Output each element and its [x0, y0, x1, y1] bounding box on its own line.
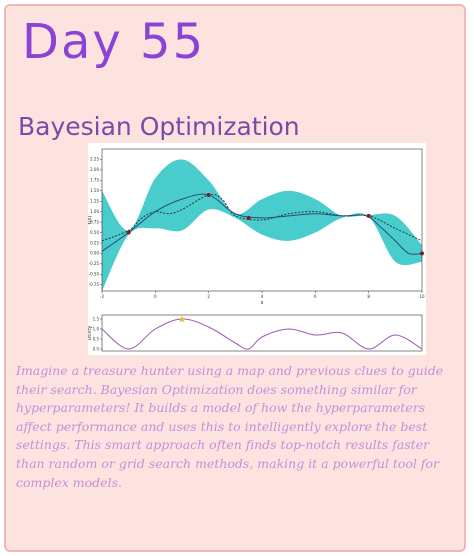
y-tick-label: 1.75: [90, 178, 99, 183]
observation-point: [126, 230, 131, 235]
series-line-mean: [101, 193, 423, 255]
y-tick-label: 1.25: [90, 199, 99, 204]
y-tick-label: 0.75: [90, 219, 99, 224]
utility-y-tick-label: 0.0: [93, 346, 100, 351]
bayesian-optimization-figure: -2 0 2 4 6 8 10 2.25 2.00 1.75 1.50 1.25 1.00 0.75 0.5…: [88, 143, 426, 355]
x-tick-label: 2: [207, 294, 210, 299]
utility-y-tick-label: 1.0: [93, 326, 100, 331]
observation-point: [420, 251, 424, 256]
x-tick-label: -2: [100, 294, 104, 299]
x-tick-label: 6: [314, 294, 317, 299]
x-tick-label: 4: [261, 294, 264, 299]
x-tick-label: 10: [419, 294, 425, 299]
description-text: Imagine a treasure hunter using a map an…: [16, 363, 444, 490]
chart-svg: -2 0 2 4 6 8 10 2.25 2.00 1.75 1.50 1.25 1.00 0.75 0.5…: [88, 148, 425, 352]
y-tick-label: 2.25: [90, 157, 99, 162]
y-tick-label: 0.50: [90, 230, 99, 235]
topic-title: Bayesian Optimization: [18, 112, 300, 141]
utility-y-tick-label: 1.5: [93, 316, 100, 321]
best-point-marker: [178, 316, 186, 323]
y-tick-label: 1.50: [90, 188, 99, 193]
y-tick-label: -0.75: [89, 282, 100, 287]
y-tick-label: 0.25: [90, 240, 99, 245]
gp-plot: -2 0 2 4 6 8 10 2.25 2.00 1.75 1.50 1.25 1.00 0.75 0.5…: [88, 148, 425, 306]
utility-line: [101, 318, 423, 350]
y-tick-label: -0.50: [89, 272, 100, 277]
observation-point: [246, 215, 251, 220]
x-tick-label: 0: [154, 294, 157, 299]
utility-y-tick-label: 0.5: [93, 336, 100, 341]
y-tick-label: 0.00: [90, 251, 99, 256]
confidence-band: [102, 159, 422, 291]
y-tick-label: 2.00: [90, 167, 99, 172]
y-tick-label: 1.00: [90, 209, 99, 214]
observation-point: [206, 192, 211, 197]
x-tick-label: 8: [367, 294, 370, 299]
y-tick-label: -0.25: [89, 261, 100, 266]
y-axis-label: f(x): [88, 216, 93, 225]
utility-y-axis-label: Utility: [88, 326, 93, 341]
utility-frame: [101, 314, 423, 352]
x-axis-label: x: [261, 300, 264, 306]
day-title: Day 55: [22, 14, 206, 70]
observation-point: [366, 213, 371, 218]
